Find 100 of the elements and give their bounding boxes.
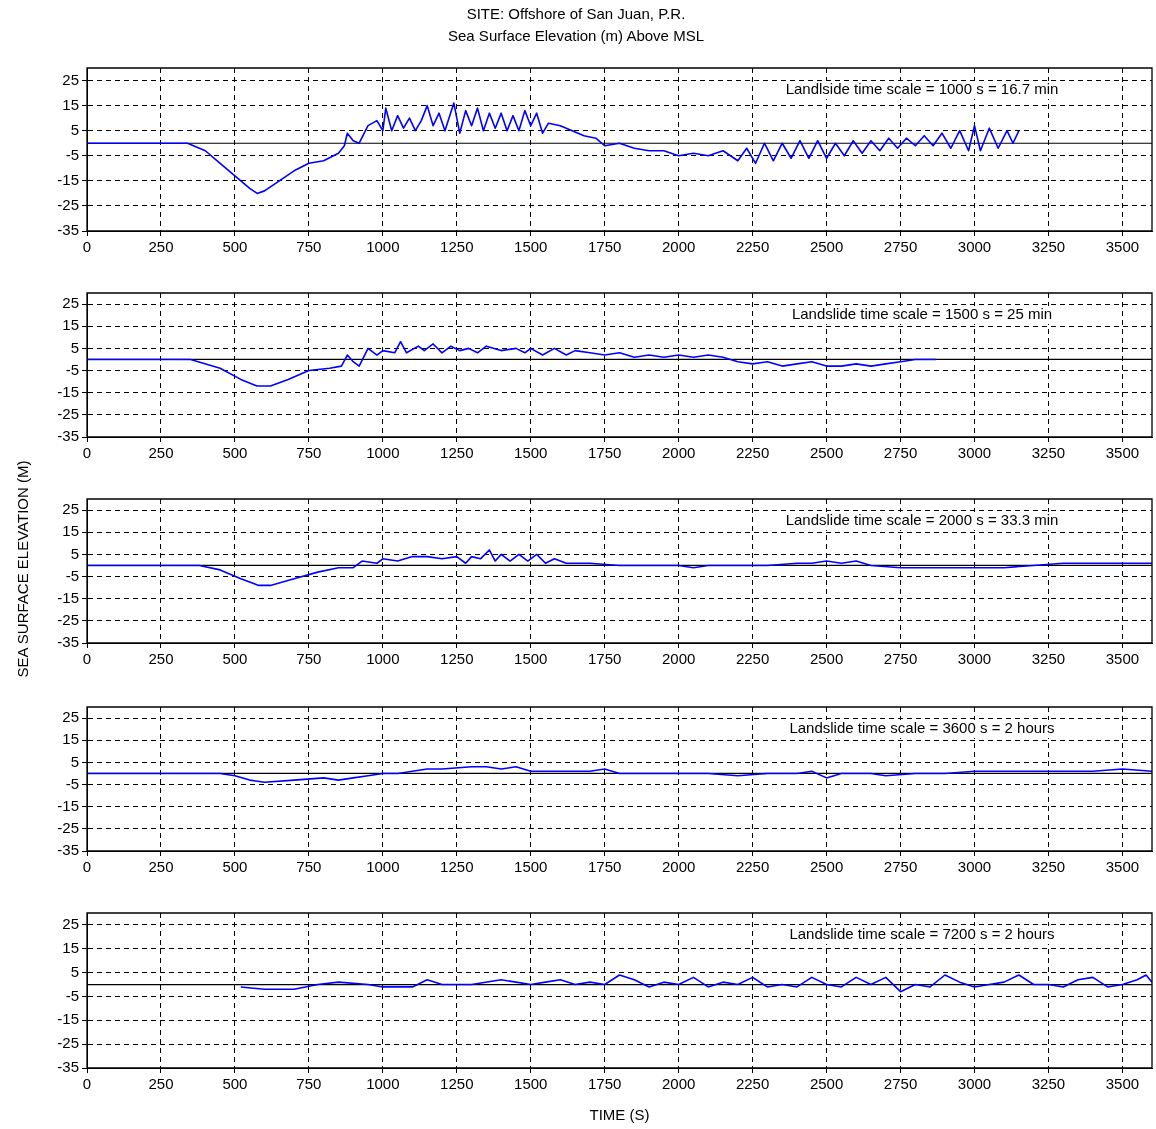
y-tick-label: 25 [62, 500, 79, 518]
x-tick-label: 2500 [809, 1075, 844, 1093]
y-tick-label: 5 [70, 544, 79, 562]
y-tick-label: 5 [70, 752, 79, 770]
x-tick-label: 250 [148, 444, 174, 462]
x-tick-label: 0 [82, 444, 92, 462]
x-tick-label: 500 [222, 444, 248, 462]
x-tick-label: 3250 [1031, 650, 1066, 668]
y-tick-label: -5 [65, 986, 79, 1004]
x-tick-label: 1500 [514, 444, 548, 462]
y-tick-label: -35 [57, 841, 79, 859]
x-tick-label: 2000 [661, 1075, 696, 1093]
x-tick-label: 3000 [957, 1075, 992, 1093]
y-tick-label: 5 [70, 120, 79, 138]
y-tick-label: -25 [57, 404, 79, 422]
y-tick-label: -35 [57, 221, 79, 239]
x-tick-label: 250 [148, 238, 174, 256]
chart-subtitle: Sea Surface Elevation (m) Above MSL [448, 27, 704, 45]
x-tick-label: 1250 [440, 444, 474, 462]
x-tick-label: 1250 [440, 650, 474, 668]
y-tick-label: -5 [65, 360, 79, 378]
y-tick-label: -15 [57, 382, 79, 400]
x-tick-label: 0 [82, 858, 92, 876]
y-tick-label: 25 [62, 70, 79, 88]
x-tick-label: 2500 [809, 858, 844, 876]
y-tick-label: -25 [57, 1034, 79, 1052]
x-tick-label: 500 [222, 1075, 248, 1093]
y-axis-title: SEA SURFACE ELEVATION (M) [13, 460, 31, 678]
x-axis-title: TIME (S) [589, 1106, 650, 1124]
x-tick-label: 250 [148, 858, 174, 876]
annotation: Landslide time scale = 1500 s = 25 min [791, 305, 1053, 323]
x-tick-label: 2250 [735, 858, 770, 876]
x-tick-label: 1500 [514, 858, 548, 876]
y-tick-label: 25 [62, 708, 79, 726]
y-tick-label: -15 [57, 1010, 79, 1028]
x-tick-label: 2750 [883, 444, 918, 462]
x-tick-label: 3250 [1031, 1075, 1066, 1093]
x-tick-label: 2250 [735, 444, 770, 462]
y-tick-label: -25 [57, 196, 79, 214]
y-tick-label: -25 [57, 818, 79, 836]
x-tick-label: 3500 [1105, 858, 1140, 876]
x-tick-label: 1750 [588, 650, 622, 668]
x-tick-label: 1250 [440, 858, 474, 876]
x-tick-label: 1750 [588, 1075, 622, 1093]
y-tick-label: 15 [62, 95, 79, 113]
x-tick-label: 2500 [809, 650, 844, 668]
x-tick-label: 3000 [957, 858, 992, 876]
x-tick-label: 1250 [440, 1075, 474, 1093]
x-tick-label: 3500 [1105, 650, 1140, 668]
x-tick-label: 750 [296, 238, 322, 256]
y-tick-label: -25 [57, 610, 79, 628]
y-tick-label: -5 [65, 774, 79, 792]
y-tick-label: 25 [62, 294, 79, 312]
x-tick-label: 1500 [514, 650, 548, 668]
x-tick-label: 1500 [514, 1075, 548, 1093]
x-tick-label: 2250 [735, 1075, 770, 1093]
y-tick-label: -15 [57, 796, 79, 814]
x-tick-label: 750 [296, 1075, 322, 1093]
x-tick-label: 250 [148, 650, 174, 668]
x-tick-label: 3250 [1031, 444, 1066, 462]
x-tick-label: 500 [222, 238, 248, 256]
x-tick-label: 1000 [366, 858, 400, 876]
x-tick-label: 3000 [957, 444, 992, 462]
x-tick-label: 750 [296, 858, 322, 876]
x-tick-label: 0 [82, 1075, 92, 1093]
x-tick-label: 3500 [1105, 238, 1140, 256]
x-tick-label: 3500 [1105, 444, 1140, 462]
x-tick-label: 2000 [661, 858, 696, 876]
x-tick-label: 1500 [514, 238, 548, 256]
x-tick-label: 2000 [661, 444, 696, 462]
x-tick-label: 2500 [809, 444, 844, 462]
x-tick-label: 3250 [1031, 238, 1066, 256]
x-tick-label: 2750 [883, 858, 918, 876]
x-tick-label: 500 [222, 858, 248, 876]
y-tick-label: -15 [57, 588, 79, 606]
x-tick-label: 3000 [957, 650, 992, 668]
annotation: Landlside time scale = 1000 s = 16.7 min [785, 80, 1059, 98]
x-tick-label: 2000 [661, 238, 696, 256]
x-tick-label: 500 [222, 650, 248, 668]
x-tick-label: 2750 [883, 1075, 918, 1093]
annotation: Landslide time scale = 3600 s = 2 hours [789, 719, 1055, 737]
y-tick-label: 15 [62, 938, 79, 956]
x-tick-label: 2250 [735, 650, 770, 668]
y-tick-label: -35 [57, 427, 79, 445]
y-tick-label: -5 [65, 145, 79, 163]
x-tick-label: 1250 [440, 238, 474, 256]
x-tick-label: 2500 [809, 238, 844, 256]
x-tick-label: 1000 [366, 444, 400, 462]
x-tick-label: 2750 [883, 650, 918, 668]
x-tick-label: 3000 [957, 238, 992, 256]
y-tick-label: 25 [62, 915, 79, 933]
x-tick-label: 0 [82, 650, 92, 668]
chart-title: SITE: Offshore of San Juan, P.R. [466, 5, 686, 23]
x-tick-label: 250 [148, 1075, 174, 1093]
x-tick-label: 1750 [588, 444, 622, 462]
y-tick-label: 5 [70, 338, 79, 356]
x-tick-label: 0 [82, 238, 92, 256]
x-tick-label: 3500 [1105, 1075, 1140, 1093]
x-tick-label: 1000 [366, 1075, 400, 1093]
y-tick-label: -35 [57, 633, 79, 651]
